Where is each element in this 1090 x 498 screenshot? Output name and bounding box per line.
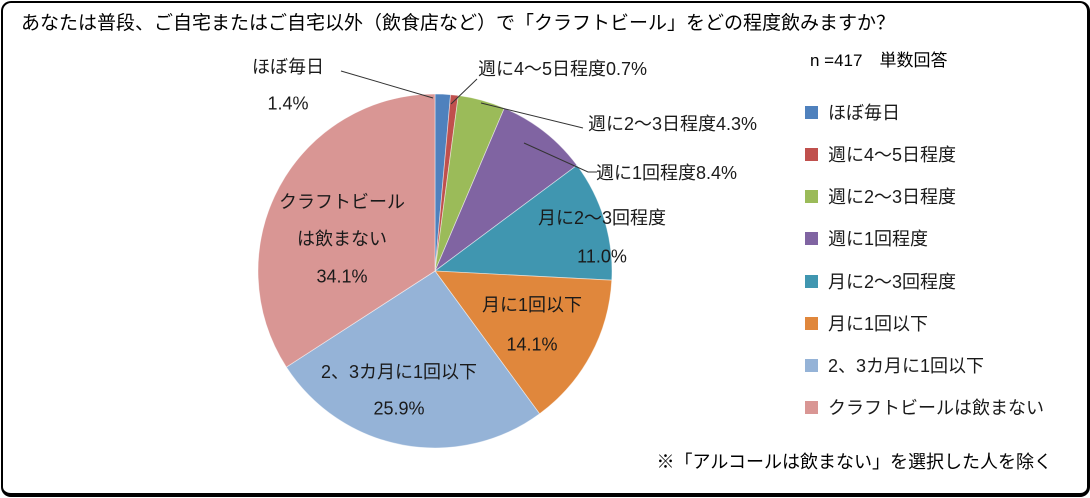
leader-line-0: [340, 70, 434, 99]
legend-label: クラフトビールは飲まない: [828, 398, 1044, 418]
pie-slice-7: [257, 93, 436, 368]
legend-label: ほぼ毎日: [828, 103, 900, 123]
pie-label-6-line1: 25.9%: [373, 398, 425, 419]
pie-label-5-line0: 月に1回以下: [481, 295, 583, 315]
legend-item-7: クラフトビールは飲まない: [805, 392, 1044, 422]
leader-line-1: [450, 78, 478, 105]
pie-label-5-line1: 14.1%: [506, 334, 558, 355]
legend-label: 週に4〜5日程度: [828, 145, 957, 165]
legend-item-5: 月に1回以下: [805, 308, 928, 338]
pie-label-7-line1: は飲まない: [297, 229, 387, 249]
sample-size-note: n =417 単数回答: [810, 51, 948, 70]
footnote: ※「アルコールは飲まない」を選択した人を除く: [656, 452, 1052, 472]
legend-swatch-icon: [805, 147, 818, 161]
legend-item-0: ほぼ毎日: [805, 97, 900, 127]
pie-label-0-line1: 1.4%: [267, 93, 309, 114]
pie-label-1: 週に4〜5日程度0.7%: [478, 59, 648, 79]
legend-label: 週に1回程度: [828, 229, 929, 249]
legend-label: 月に2〜3回程度: [828, 272, 957, 292]
legend-item-6: 2、3カ月に1回以下: [805, 350, 984, 380]
legend-item-2: 週に2〜3日程度: [805, 181, 956, 211]
legend-label: 月に1回以下: [828, 314, 929, 334]
pie-label-7-line2: 34.1%: [316, 266, 368, 287]
legend-item-4: 月に2〜3回程度: [805, 266, 956, 296]
pie-label-2: 週に2〜3日程度4.3%: [588, 114, 758, 134]
legend-swatch-icon: [805, 231, 818, 245]
pie-slice-5: [434, 270, 613, 415]
pie-label-6-line0: 2、3カ月に1回以下: [320, 362, 478, 382]
chart-title: あなたは普段、ご自宅またはご自宅以外（飲食店など）で「クラフトビール」をどの程度…: [21, 13, 896, 34]
legend-swatch-icon: [805, 274, 818, 288]
legend-label: 2、3カ月に1回以下: [828, 356, 985, 376]
pie-label-0-line0: ほぼ毎日: [252, 57, 324, 77]
pie-slice-6: [285, 270, 541, 449]
pie-label-4-line1: 11.0%: [577, 246, 627, 267]
legend-label: 週に2〜3日程度: [828, 187, 957, 207]
pie-slice-4: [433, 164, 613, 281]
legend-swatch-icon: [805, 400, 818, 414]
legend-item-1: 週に4〜5日程度: [805, 139, 956, 169]
leader-line-2: [480, 102, 584, 129]
legend-swatch-icon: [805, 105, 818, 119]
legend-swatch-icon: [805, 358, 818, 372]
pie-label-7-line0: クラフトビール: [279, 192, 405, 212]
legend-swatch-icon: [805, 316, 818, 330]
leader-line-3: [523, 142, 597, 173]
pie-label-4-line0: 月に2〜3回程度: [537, 208, 667, 228]
legend-swatch-icon: [805, 189, 818, 203]
pie-label-3: 週に1回程度8.4%: [596, 163, 738, 183]
legend-item-3: 週に1回程度: [805, 223, 928, 253]
